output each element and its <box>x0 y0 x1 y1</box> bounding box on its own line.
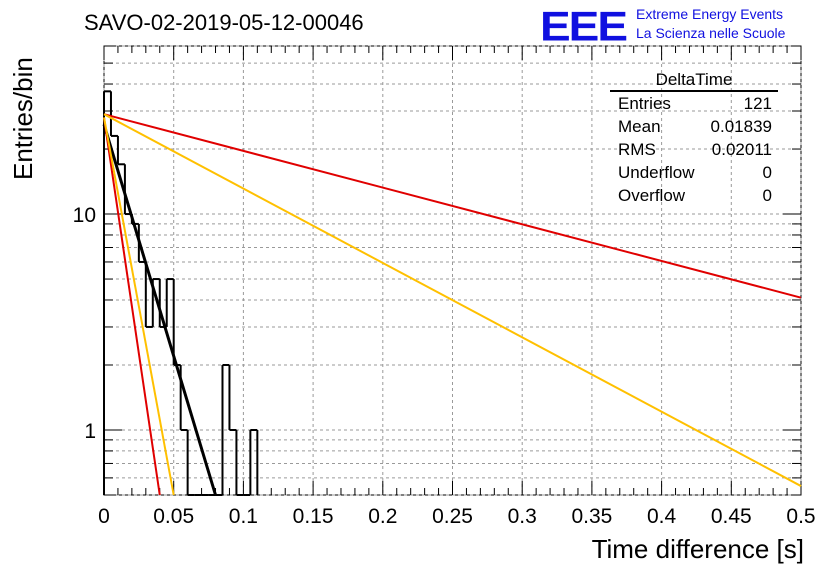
x-tick-label: 0.1 <box>229 505 258 528</box>
y-tick-label: 10 <box>73 204 96 227</box>
stats-label: Entries <box>618 94 671 113</box>
x-tick-label: 0.25 <box>432 505 473 528</box>
x-tick-label: 0.35 <box>571 505 612 528</box>
x-tick-label: 0.5 <box>786 505 815 528</box>
x-tick-label: 0.45 <box>711 505 752 528</box>
y-tick-label: 1 <box>84 420 96 443</box>
stats-value: 0.02011 <box>711 140 772 159</box>
x-tick-label: 0 <box>98 505 110 528</box>
stats-label: Mean <box>618 117 661 136</box>
fit-curves <box>102 113 802 496</box>
x-tick-label: 0.05 <box>153 505 194 528</box>
stats-label: RMS <box>618 140 656 159</box>
x-tick-label: 0.15 <box>293 505 334 528</box>
stats-box: DeltaTime Entries 121 Mean 0.01839 RMS 0… <box>610 70 778 210</box>
fit-curve <box>102 123 217 496</box>
x-axis-title: Time difference [s] <box>591 534 804 564</box>
stats-value: 121 <box>743 94 772 113</box>
fit-curve <box>103 113 802 299</box>
fit-curve <box>103 113 802 487</box>
logo-line-1: Extreme Energy Events <box>636 6 784 22</box>
x-tick-label: 0.4 <box>647 505 677 528</box>
stats-row-underflow: Underflow 0 <box>610 161 778 184</box>
stats-title: DeltaTime <box>610 70 778 92</box>
eee-logo: EEE <box>540 2 628 50</box>
axis-ticks <box>103 45 802 496</box>
fit-curve <box>103 117 161 496</box>
stats-row-overflow: Overflow 0 <box>610 184 778 207</box>
stats-value: 0.01839 <box>710 117 772 136</box>
stats-row-entries: Entries 121 <box>610 92 778 115</box>
stats-value: 0 <box>762 163 772 182</box>
run-title: SAVO-02-2019-05-12-00046 <box>84 10 364 35</box>
fit-curve <box>103 117 175 496</box>
x-tick-label: 0.2 <box>368 505 397 528</box>
stats-label: Underflow <box>618 163 695 182</box>
logo-line-2: La Scienza nelle Scuole <box>636 25 786 41</box>
stats-value: 0 <box>762 186 772 205</box>
stats-label: Overflow <box>618 186 686 205</box>
x-tick-label: 0.3 <box>508 505 537 528</box>
stats-row-rms: RMS 0.02011 <box>610 138 778 161</box>
tick-labels: 0 0.05 0.1 0.15 0.2 0.25 0.3 0.35 0.4 0.45 0.5 1 10 <box>73 204 816 528</box>
y-axis-title: Entries/bin <box>8 57 38 180</box>
stats-row-mean: Mean 0.01839 <box>610 115 778 138</box>
histogram-bars <box>103 90 259 496</box>
